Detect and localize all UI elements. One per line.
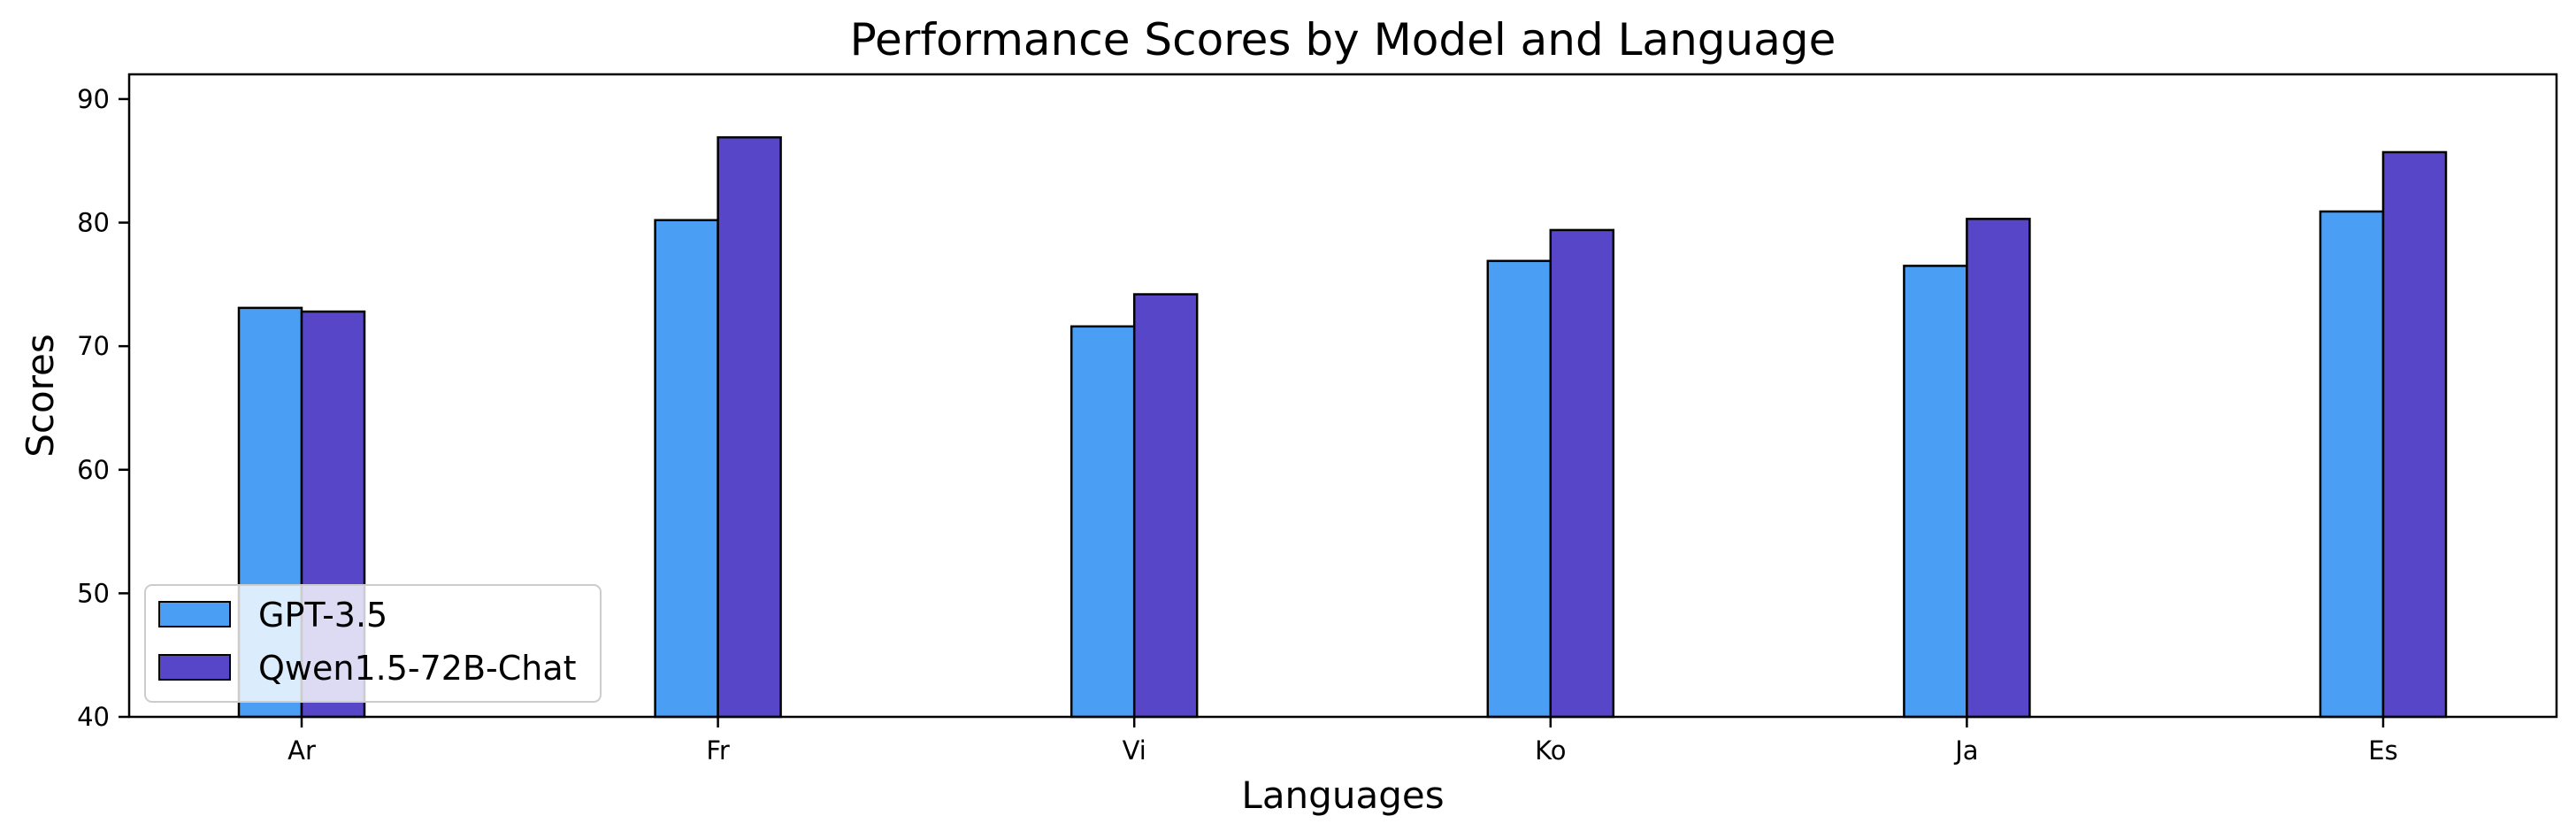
chart-title: Performance Scores by Model and Language bbox=[850, 14, 1836, 65]
x-tick-label: Fr bbox=[706, 735, 730, 766]
bar-gpt35-ja bbox=[1903, 265, 1968, 719]
legend: GPT-3.5 Qwen1.5-72B-Chat bbox=[144, 584, 602, 703]
bar-qwen-ko bbox=[1549, 228, 1615, 719]
x-axis-title: Languages bbox=[1241, 774, 1444, 817]
bar-qwen-vi bbox=[1132, 293, 1199, 719]
y-tick-label: 90 bbox=[77, 84, 110, 114]
y-tick-label: 80 bbox=[77, 208, 110, 238]
bar-qwen-fr bbox=[717, 135, 782, 719]
legend-label-qwen: Qwen1.5-72B-Chat bbox=[258, 649, 577, 688]
x-tick-label: Ko bbox=[1535, 735, 1566, 766]
bar-gpt35-fr bbox=[654, 219, 719, 719]
bar-gpt35-ko bbox=[1486, 259, 1552, 719]
y-axis: 40 50 60 70 80 90 bbox=[77, 84, 129, 732]
bar-qwen-ja bbox=[1966, 218, 2031, 719]
y-tick-label: 40 bbox=[77, 702, 110, 732]
x-tick-label: Ja bbox=[1953, 735, 1978, 766]
legend-box bbox=[144, 584, 602, 703]
legend-label-gpt35: GPT-3.5 bbox=[258, 596, 387, 635]
plot-frame bbox=[127, 73, 2558, 719]
legend-swatch-gpt35 bbox=[158, 601, 231, 627]
x-axis: ArFrViKoJaEsIdPtRuThAvg. bbox=[288, 717, 2398, 766]
x-tick-label: Ar bbox=[288, 735, 316, 766]
bar-gpt35-vi bbox=[1070, 325, 1136, 719]
legend-swatch-qwen bbox=[158, 654, 231, 681]
x-tick-label: Es bbox=[2368, 735, 2397, 766]
x-tick-label: Vi bbox=[1123, 735, 1146, 766]
y-tick-label: 50 bbox=[77, 578, 110, 608]
y-axis-title: Scores bbox=[19, 334, 62, 458]
y-tick-label: 60 bbox=[77, 455, 110, 485]
bar-qwen-es bbox=[2381, 150, 2448, 719]
bar-gpt35-es bbox=[2319, 210, 2385, 719]
y-tick-label: 70 bbox=[77, 331, 110, 361]
